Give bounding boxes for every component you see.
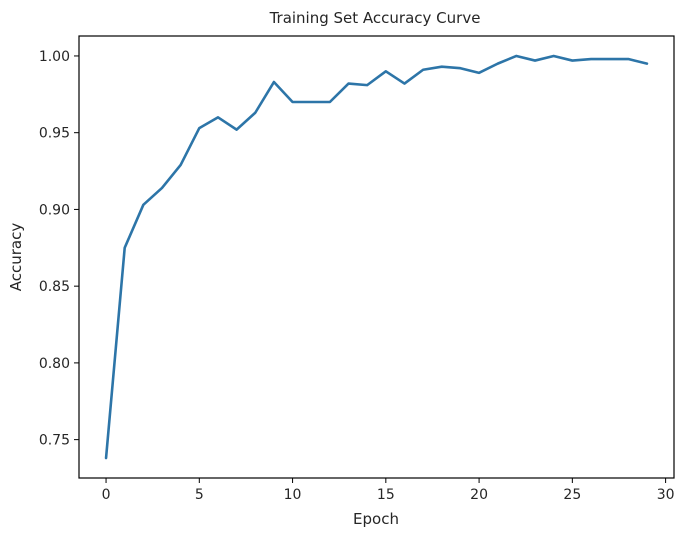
x-tick-label: 25 — [563, 487, 581, 503]
y-tick-label: 0.80 — [39, 356, 70, 372]
x-tick-label: 30 — [657, 487, 675, 503]
x-tick-label: 10 — [284, 487, 302, 503]
accuracy-series-line — [104, 54, 649, 460]
x-tick-label: 5 — [195, 487, 204, 503]
plot-area-frame — [78, 35, 675, 479]
y-axis-label: Accuracy — [7, 223, 25, 292]
y-tick-label: 0.85 — [39, 279, 70, 295]
y-axis: 0.75 0.80 0.85 0.90 0.95 1.00 — [39, 49, 79, 449]
x-tick-label: 20 — [470, 487, 488, 503]
x-axis-label: Epoch — [353, 510, 399, 528]
x-axis: 0 5 10 15 20 25 30 — [102, 478, 675, 503]
y-tick-label: 0.95 — [39, 126, 70, 142]
y-tick-label: 0.90 — [39, 202, 70, 218]
y-tick-label: 0.75 — [39, 433, 70, 449]
x-tick-label: 15 — [377, 487, 395, 503]
y-tick-label: 1.00 — [39, 49, 70, 65]
chart-title: Training Set Accuracy Curve — [269, 9, 481, 27]
x-tick-label: 0 — [102, 487, 111, 503]
series-layer — [104, 54, 649, 460]
